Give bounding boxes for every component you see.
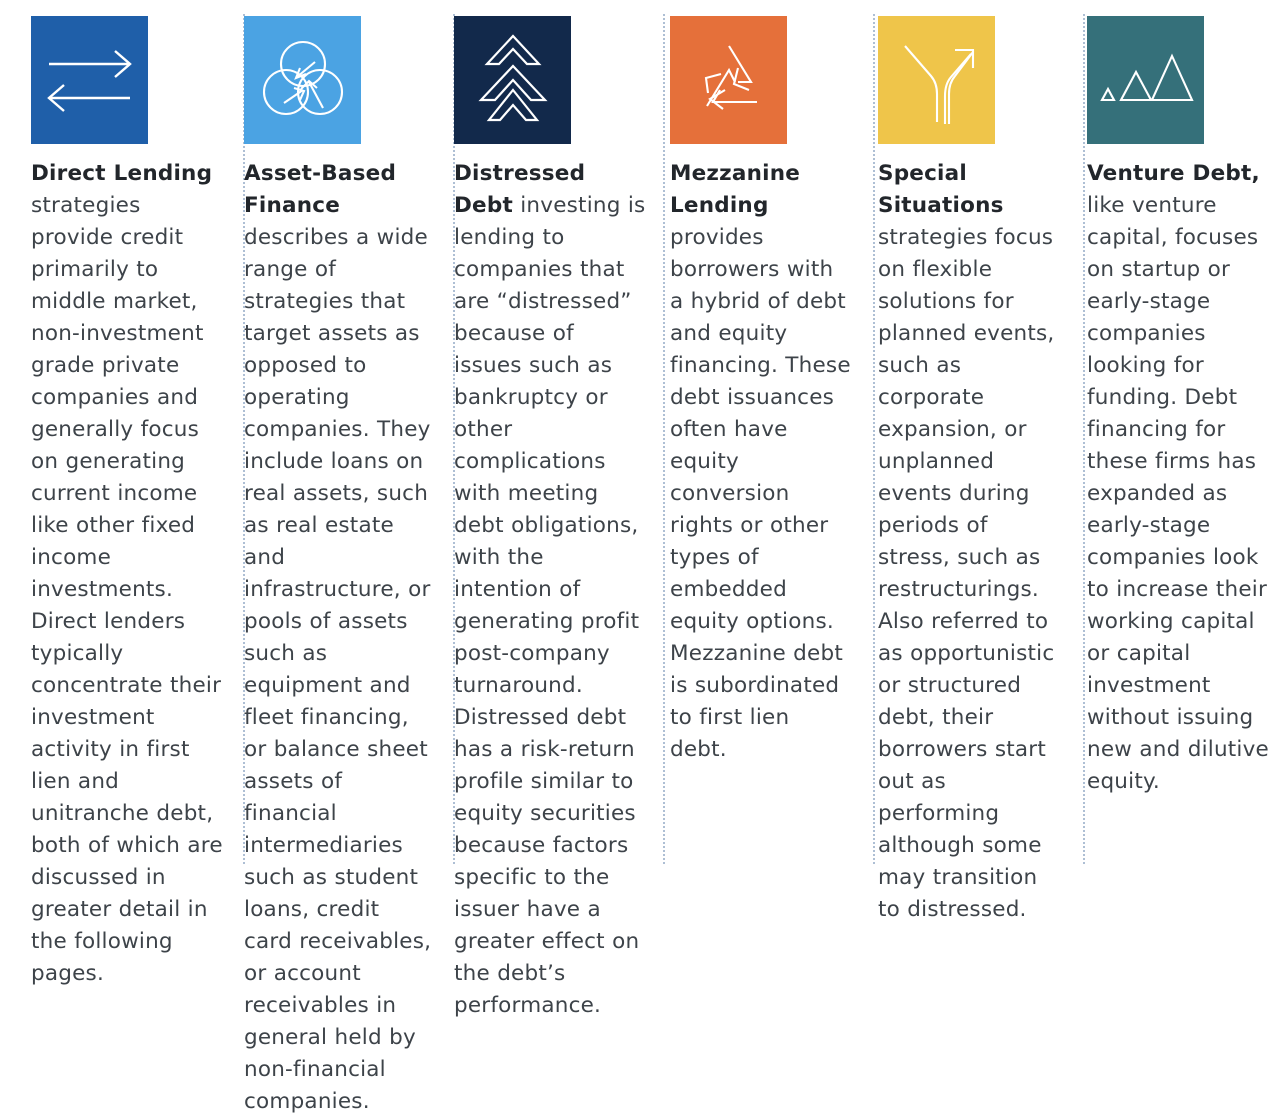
column-divider-4 xyxy=(873,14,877,864)
strategy-description: Mezzanine Lending provides borrowers wit… xyxy=(670,158,852,766)
column-divider-5 xyxy=(1083,14,1087,864)
strategy-column-asset-based-finance: Asset-Based Finance describes a wide ran… xyxy=(234,0,444,1114)
column-divider-2 xyxy=(453,14,457,864)
strategy-body: investing is lending to companies that a… xyxy=(454,193,646,1018)
strategy-column-special-situations: Special Situations strategies focus on f… xyxy=(866,0,1075,922)
strategy-description: Direct Lending strategies provide credit… xyxy=(31,158,224,990)
strategy-term: Venture Debt, xyxy=(1087,161,1260,186)
strategy-body: strategies focus on flexible solutions f… xyxy=(878,225,1055,922)
strategy-body: describes a wide range of strategies tha… xyxy=(244,225,432,1114)
strategy-body: provides borrowers with a hybrid of debt… xyxy=(670,225,851,762)
recycle-triangle-arrows-icon xyxy=(670,16,787,144)
strategy-description: Venture Debt, like venture capital, focu… xyxy=(1087,158,1278,798)
strategy-column-mezzanine-lending: Mezzanine Lending provides borrowers wit… xyxy=(656,0,866,864)
strategy-column-distressed-debt: Distressed Debt investing is lending to … xyxy=(444,0,656,1018)
column-divider-1 xyxy=(243,14,247,864)
strategy-term: Distressed Debt xyxy=(454,161,586,218)
column-divider-3 xyxy=(663,14,667,864)
strategy-description: Distressed Debt investing is lending to … xyxy=(454,158,648,1022)
strategy-description: Asset-Based Finance describes a wide ran… xyxy=(244,158,434,1118)
three-up-chevrons-icon xyxy=(454,16,571,144)
strategy-term: Special Situations xyxy=(878,161,1004,218)
forked-road-arrow-icon xyxy=(878,16,995,144)
strategy-term: Direct Lending xyxy=(31,161,213,186)
growing-triangles-icon xyxy=(1087,16,1204,144)
two-way-arrows-icon xyxy=(31,16,148,144)
strategy-body: like venture capital, focuses on startup… xyxy=(1087,193,1270,794)
strategy-term: Asset-Based Finance xyxy=(244,161,397,218)
strategy-body: strategies provide credit primarily to m… xyxy=(31,193,223,986)
three-circles-inward-arrows-icon xyxy=(244,16,361,144)
strategy-column-venture-debt: Venture Debt, like venture capital, focu… xyxy=(1075,0,1284,864)
strategy-term: Mezzanine Lending xyxy=(670,161,801,218)
strategy-column-direct-lending: Direct Lending strategies provide credit… xyxy=(0,0,234,986)
strategy-description: Special Situations strategies focus on f… xyxy=(878,158,1065,926)
